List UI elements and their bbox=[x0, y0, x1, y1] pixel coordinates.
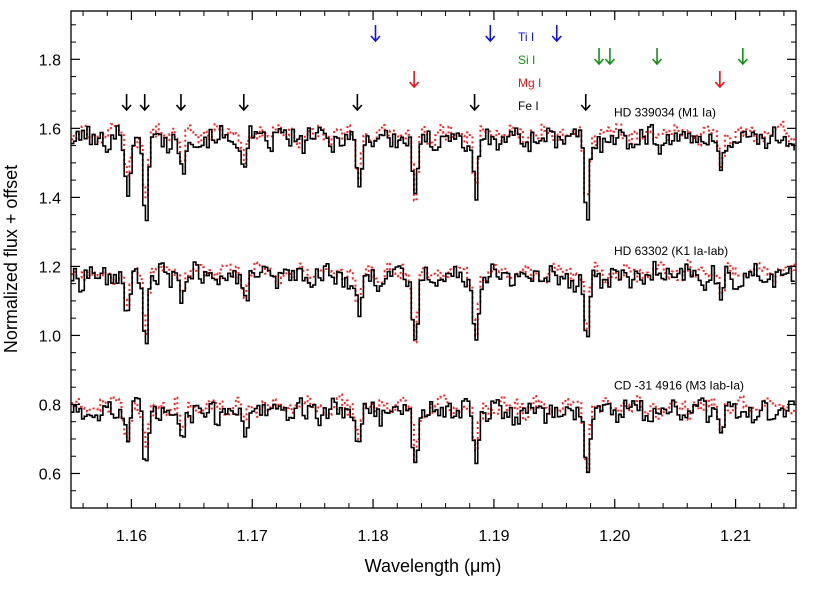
spectrum-label-3: CD -31 4916 (M3 Iab-Ia) bbox=[614, 378, 744, 392]
y-tick-label: 0.6 bbox=[39, 466, 61, 483]
axis-ticks-layer: 1.16 1.17 1.18 1.19 1.20 1.21 0.6 0.8 1.0 1.2 1.4 1… bbox=[39, 11, 796, 545]
spectrum-label-2: HD 63302 (K1 Ia-Iab) bbox=[614, 244, 728, 258]
x-tick-label: 1.20 bbox=[599, 528, 630, 545]
model-spectrum-3 bbox=[71, 393, 796, 474]
model-spectrum-2 bbox=[71, 259, 796, 344]
line-marker-arrowhead bbox=[121, 104, 132, 112]
line-marker-arrowhead bbox=[604, 58, 616, 66]
line-marker-arrowhead bbox=[409, 81, 420, 89]
line-marker-arrowhead bbox=[551, 35, 562, 43]
line-marker-arrowhead bbox=[469, 104, 480, 112]
species-legend-fe-i: Fe I bbox=[518, 99, 539, 113]
line-marker-arrowhead bbox=[139, 104, 150, 112]
species-legend-si-i: Si I bbox=[518, 53, 535, 67]
line-marker-arrowhead bbox=[580, 104, 591, 112]
y-tick-label: 1.4 bbox=[39, 190, 61, 207]
line-marker-arrowhead bbox=[714, 81, 725, 89]
observed-spectrum-1 bbox=[71, 123, 795, 222]
observed-spectrum-3 bbox=[71, 397, 795, 474]
x-axis-label: Wavelength (μm) bbox=[365, 556, 502, 576]
y-tick-label: 0.8 bbox=[39, 397, 61, 414]
species-legend-ti-i: Ti I bbox=[518, 30, 534, 44]
x-tick-label: 1.16 bbox=[116, 528, 147, 545]
line-marker-arrowhead bbox=[485, 35, 496, 43]
x-tick-label: 1.21 bbox=[720, 528, 751, 545]
line-marker-arrowhead bbox=[238, 104, 249, 112]
y-tick-label: 1.8 bbox=[39, 52, 61, 69]
y-axis-label: Normalized flux + offset bbox=[1, 165, 21, 353]
observed-spectrum-2 bbox=[71, 260, 795, 345]
spectrum-label-1: HD 339034 (M1 Ia) bbox=[614, 106, 716, 120]
spectra-layer: HD 339034 (M1 Ia) HD 63302 (K1 Ia-Iab) CD … bbox=[71, 106, 796, 474]
line-marker-arrowhead bbox=[175, 104, 187, 112]
line-marker-arrowhead bbox=[370, 35, 381, 43]
y-tick-label: 1.6 bbox=[39, 121, 61, 138]
x-tick-label: 1.19 bbox=[478, 528, 509, 545]
x-tick-label: 1.18 bbox=[358, 528, 389, 545]
y-tick-label: 1.2 bbox=[39, 259, 61, 276]
x-tick-label: 1.17 bbox=[237, 528, 268, 545]
plot-frame bbox=[70, 10, 797, 509]
species-legend-mg-i: Mg I bbox=[518, 76, 541, 90]
line-markers-layer: Ti I Si I Mg I Fe I bbox=[121, 25, 748, 113]
line-marker-arrowhead bbox=[737, 58, 748, 66]
y-tick-label: 1.0 bbox=[39, 328, 61, 345]
line-marker-arrowhead bbox=[593, 58, 605, 66]
line-marker-arrowhead bbox=[651, 58, 663, 66]
line-marker-arrowhead bbox=[352, 104, 363, 112]
